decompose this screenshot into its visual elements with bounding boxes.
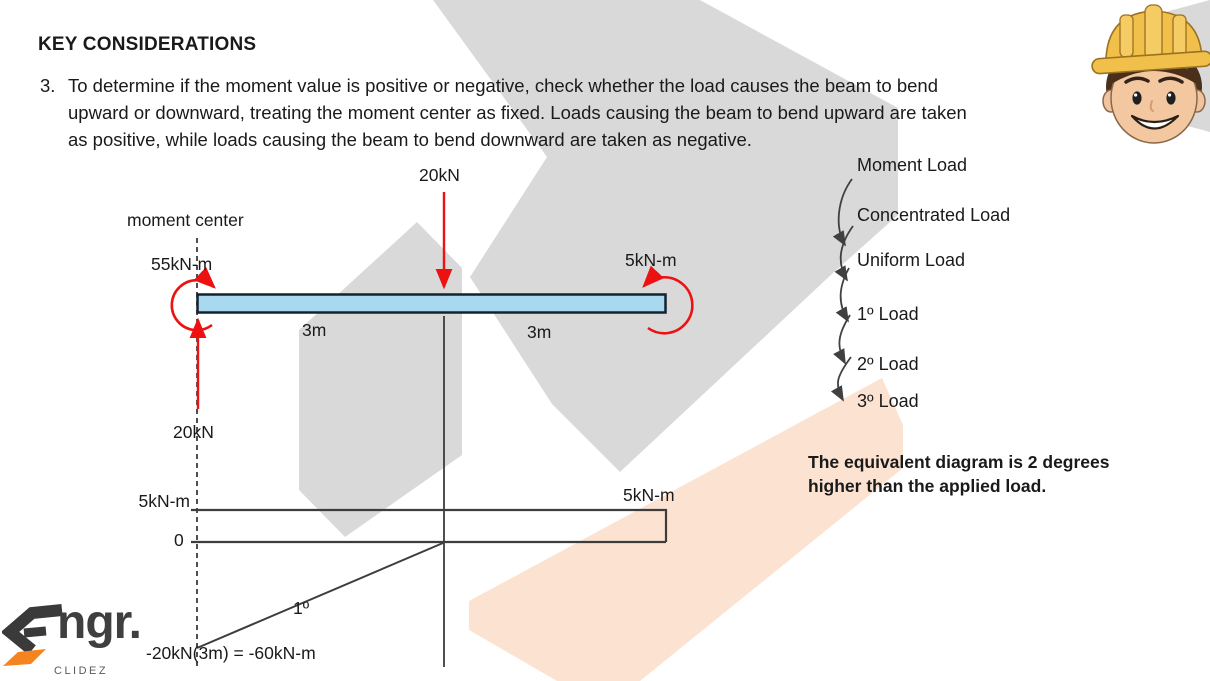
logo-orange-slash <box>3 649 46 666</box>
moment-left-value-label: 5kN-m <box>138 491 190 511</box>
legend-arrow-chain <box>830 178 854 402</box>
watermark-band-main <box>433 0 898 472</box>
logo-wordmark: ngr. <box>57 596 142 649</box>
span-left-label: 3m <box>302 320 327 340</box>
right-moment-label: 5kN-m <box>625 250 677 270</box>
left-moment-arc <box>170 267 216 332</box>
body-paragraph: To determine if the moment value is posi… <box>68 72 967 153</box>
legend-item-concentrated-load: Concentrated Load <box>857 205 1011 225</box>
top-load-label: 20kN <box>419 165 460 185</box>
moment-right-value-label: 5kN-m <box>623 485 675 505</box>
moment-calculation-label: -20kN(3m) = -60kN-m <box>146 643 316 663</box>
note-line-1: The equivalent diagram is 2 degrees <box>808 452 1110 472</box>
beam <box>196 293 667 314</box>
moment-center-label: moment center <box>127 210 244 230</box>
legend-arrow-3 <box>835 267 850 323</box>
paragraph-line-1: To determine if the moment value is posi… <box>68 75 938 96</box>
hat-brim <box>1091 50 1210 75</box>
logo-glyph <box>2 604 63 666</box>
left-moment-label: 55kN-m <box>151 254 213 274</box>
worker-smile <box>1130 114 1180 130</box>
page-title: KEY CONSIDERATIONS <box>38 34 257 55</box>
note-line-2: higher than the applied load. <box>808 475 1047 496</box>
slope-degree-label: 1º <box>293 598 310 618</box>
equivalent-diagram-note: The equivalent diagram is 2 degrees high… <box>808 451 1110 498</box>
zero-label: 0 <box>174 530 184 550</box>
legend-arrow-1 <box>832 178 853 247</box>
worker-avatar <box>1091 4 1210 144</box>
legend-arrow-5 <box>830 356 852 402</box>
legend-arrow-4 <box>833 314 851 365</box>
legend-item-second-degree-load: 2º Load <box>857 354 919 374</box>
legend-item-uniform-load: Uniform Load <box>857 250 966 270</box>
reaction-load-label: 20kN <box>173 422 214 442</box>
moment-diagram-rectangle <box>191 508 668 544</box>
watermark-band-orange <box>469 378 903 681</box>
moment-diagram-slope <box>196 542 444 649</box>
legend-item-third-degree-load: 3º Load <box>857 391 919 411</box>
legend-item-moment-load: Moment Load <box>857 155 968 175</box>
legend-item-first-degree-load: 1º Load <box>857 304 919 324</box>
logo-subtext: CLIDEZ <box>54 665 109 677</box>
paragraph-line-3: as positive, while loads causing the bea… <box>68 129 752 150</box>
list-number: 3. <box>40 75 56 96</box>
right-moment-arc <box>642 265 694 335</box>
span-right-label: 3m <box>527 322 552 342</box>
paragraph-line-2: upward or downward, treating the moment … <box>68 102 967 123</box>
